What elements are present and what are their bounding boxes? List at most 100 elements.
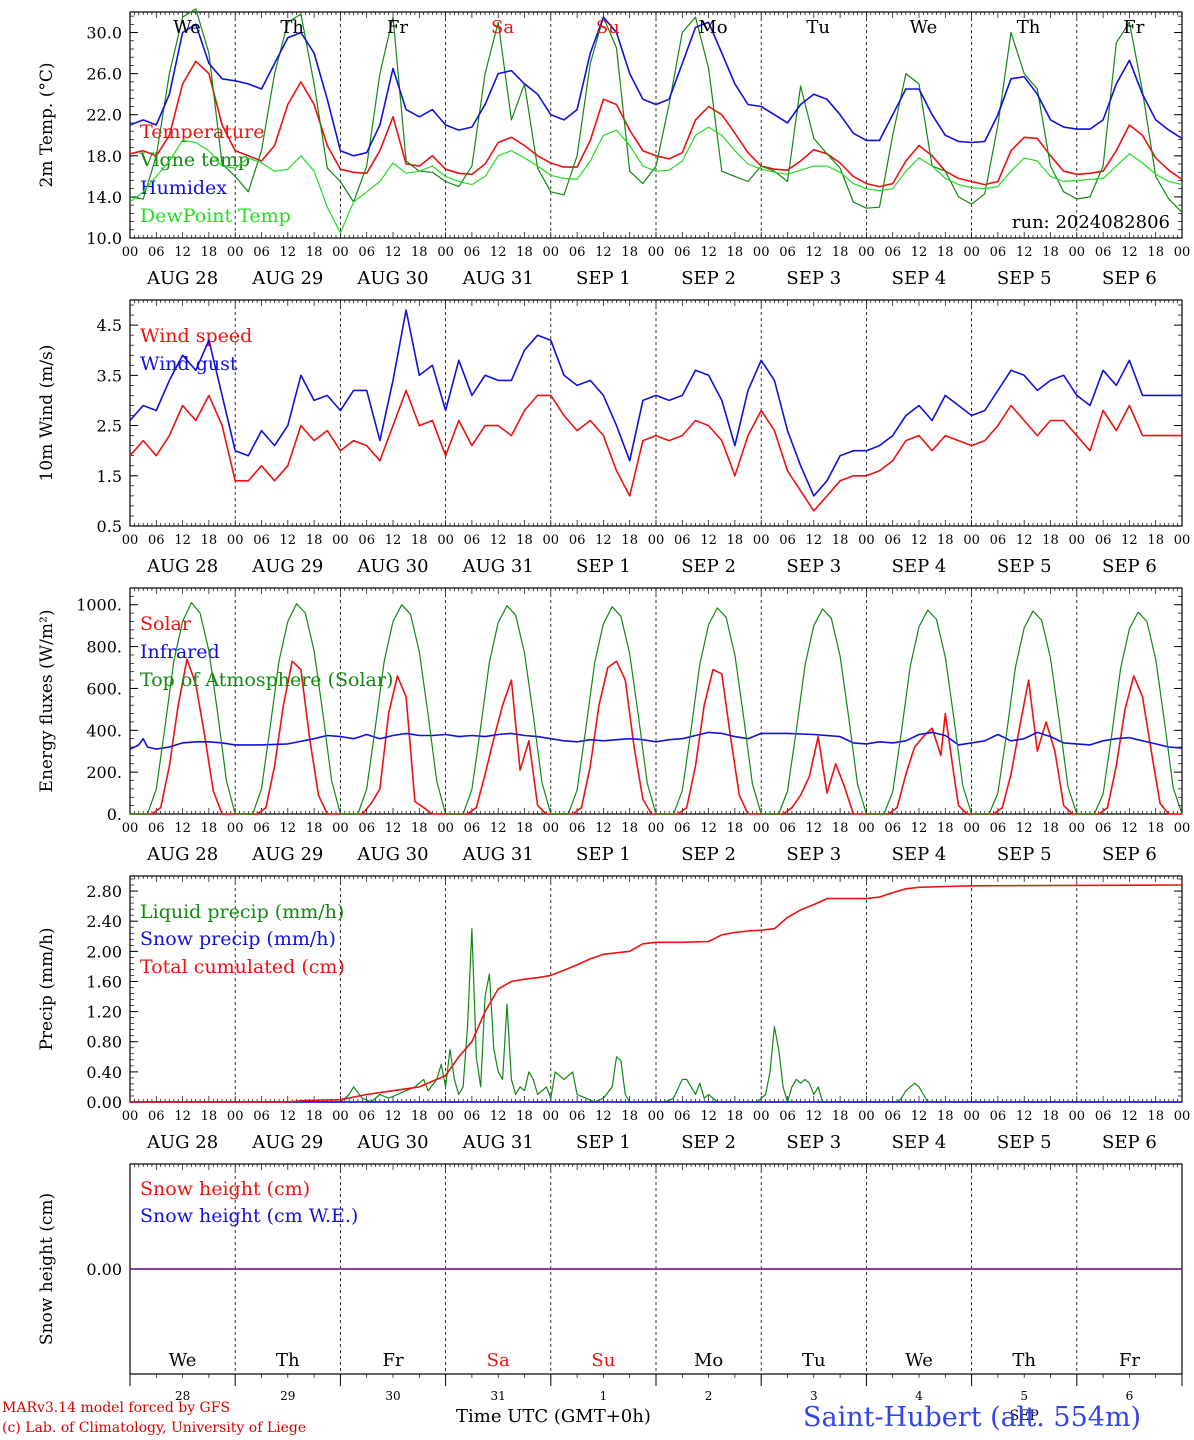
date-label: AUG 30 [356, 1132, 428, 1153]
date-label: SEP 1 [576, 844, 631, 865]
hour-tick-label: 06 [990, 821, 1007, 836]
day-number: 30 [385, 1389, 400, 1403]
date-label: AUG 29 [251, 268, 323, 289]
hour-tick-label: 18 [937, 821, 954, 836]
series-line-dewpoint-temp [129, 126, 1183, 234]
panel-1: 10.0 14.0 18.0 22.0 26.0 30.0 2m Temp. (°C) Tem… [37, 8, 1191, 289]
hour-tick-label: 06 [148, 533, 165, 548]
date-label: SEP 6 [1102, 268, 1157, 289]
y-tick-label: 0. [107, 805, 122, 824]
hour-tick-label: 00 [437, 245, 454, 260]
series-line-temperature [129, 60, 1183, 188]
date-label: SEP 2 [681, 844, 736, 865]
hour-tick-label: 06 [779, 1109, 796, 1124]
hour-tick-label: 18 [516, 245, 533, 260]
y-tick-label: 2.00 [86, 942, 122, 961]
hour-tick-label: 00 [648, 821, 665, 836]
hour-tick-label: 12 [700, 533, 717, 548]
date-label: SEP 3 [786, 556, 841, 577]
hour-tick-label: 18 [306, 1109, 323, 1124]
hour-tick-label: 18 [201, 245, 218, 260]
run-label: run: 2024082806 [1012, 212, 1170, 233]
date-label: AUG 31 [462, 556, 534, 577]
y-tick-label: 600. [86, 679, 122, 698]
hour-tick-label: 12 [1016, 533, 1033, 548]
day-number: 3 [810, 1389, 818, 1403]
y-tick-label: 800. [86, 638, 122, 657]
date-label: SEP 1 [576, 1132, 631, 1153]
weekday-label: Fr [1123, 17, 1144, 38]
hour-tick-label: 00 [963, 1109, 980, 1124]
hour-tick-label: 12 [595, 821, 612, 836]
hour-tick-label: 18 [1042, 533, 1059, 548]
day-number: 6 [1126, 1389, 1134, 1403]
legend-entry: Solar [140, 613, 192, 635]
hour-tick-label: 18 [306, 533, 323, 548]
hour-tick-label: 12 [700, 1109, 717, 1124]
legend-entry: Wind speed [140, 325, 252, 347]
hour-tick-label: 00 [1174, 245, 1191, 260]
date-label: AUG 28 [146, 1132, 218, 1153]
hour-tick-label: 12 [280, 821, 297, 836]
hour-tick-label: 06 [464, 533, 481, 548]
hour-tick-label: 18 [1147, 533, 1164, 548]
hour-tick-label: 12 [174, 245, 191, 260]
legend-entry: Humidex [140, 177, 227, 199]
time-axis-title: Time UTC (GMT+0h) [456, 1406, 651, 1427]
weekday-label: Th [280, 17, 304, 38]
hour-tick-label: 06 [148, 1109, 165, 1124]
date-label: SEP 1 [576, 268, 631, 289]
hour-tick-label: 12 [595, 245, 612, 260]
y-tick-label: 2.80 [86, 882, 122, 901]
weekday-label: Th [1017, 17, 1041, 38]
date-label: SEP 5 [997, 1132, 1052, 1153]
weekday-label: Fr [1119, 1350, 1140, 1371]
hour-tick-label: 00 [437, 533, 454, 548]
y-tick-label: 1000. [76, 596, 122, 615]
hour-tick-label: 12 [490, 533, 507, 548]
y-axis-title: 10m Wind (m/s) [37, 345, 57, 482]
y-tick-label: 0.00 [86, 1093, 122, 1112]
hour-tick-label: 06 [358, 245, 375, 260]
legend-entry: DewPoint Temp [140, 205, 291, 227]
hour-tick-label: 12 [280, 1109, 297, 1124]
series-line-vigne-temp [129, 8, 1183, 213]
hour-tick-label: 00 [122, 533, 139, 548]
date-label: SEP 3 [786, 268, 841, 289]
hour-tick-label: 06 [990, 245, 1007, 260]
weekday-label: Sa [487, 1350, 510, 1371]
hour-tick-label: 12 [700, 245, 717, 260]
date-label: SEP 6 [1102, 556, 1157, 577]
hour-tick-label: 18 [201, 1109, 218, 1124]
hour-tick-label: 18 [621, 1109, 638, 1124]
y-tick-label: 18.0 [86, 147, 122, 166]
hour-tick-label: 18 [516, 821, 533, 836]
hour-tick-label: 00 [1174, 1109, 1191, 1124]
hour-tick-label: 12 [490, 1109, 507, 1124]
weekday-label: Tu [806, 17, 830, 38]
hour-tick-label: 18 [306, 245, 323, 260]
date-label: AUG 30 [356, 844, 428, 865]
hour-tick-label: 18 [832, 821, 849, 836]
hour-tick-label: 06 [148, 245, 165, 260]
month-label: SEP [1010, 1408, 1039, 1424]
hour-tick-label: 18 [1042, 245, 1059, 260]
legend-entry: Vigne temp [139, 149, 250, 171]
date-label: AUG 28 [146, 268, 218, 289]
hour-tick-label: 06 [569, 533, 586, 548]
date-label: SEP 3 [786, 844, 841, 865]
date-label: AUG 31 [462, 268, 534, 289]
hour-tick-label: 18 [306, 821, 323, 836]
weekday-label: We [910, 17, 938, 38]
y-tick-label: 0.80 [86, 1033, 122, 1052]
hour-tick-label: 12 [385, 821, 402, 836]
hour-tick-label: 18 [727, 533, 744, 548]
y-tick-label: 4.5 [97, 316, 122, 335]
date-label: AUG 31 [462, 844, 534, 865]
date-label: SEP 5 [997, 844, 1052, 865]
date-label: AUG 30 [356, 268, 428, 289]
legend-entry: Temperature [140, 121, 264, 143]
hour-tick-label: 06 [253, 1109, 270, 1124]
hour-tick-label: 12 [385, 533, 402, 548]
